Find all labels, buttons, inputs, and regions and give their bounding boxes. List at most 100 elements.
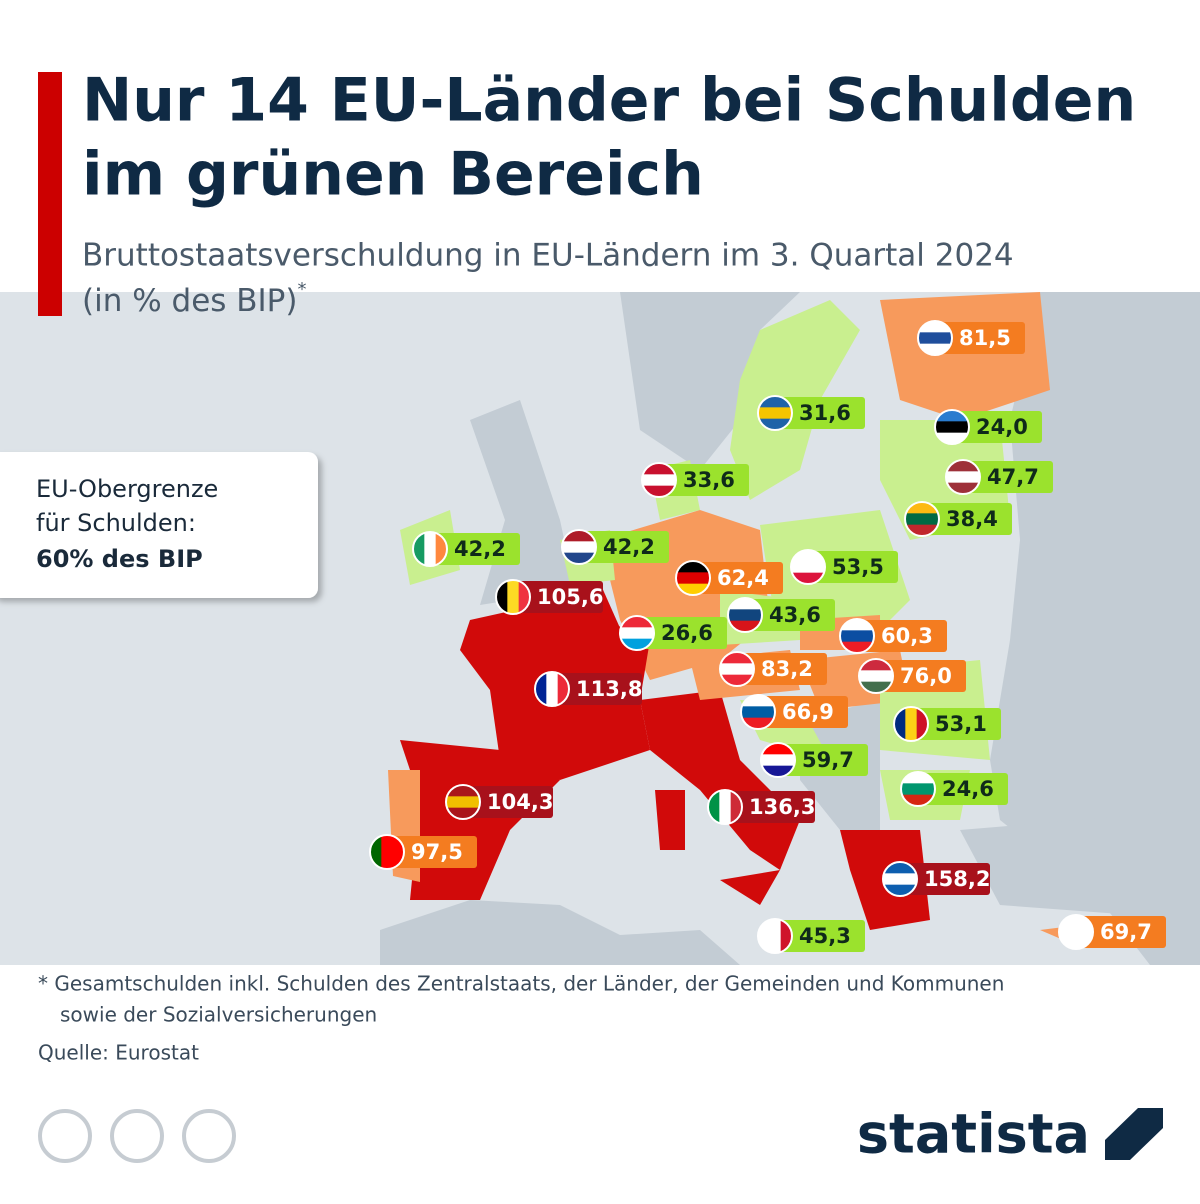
value-badge — [911, 708, 1001, 740]
flag — [370, 835, 404, 869]
flag — [496, 580, 530, 614]
value-badge — [778, 744, 868, 776]
value-label: 104,3 — [487, 790, 553, 814]
value-label: 53,1 — [935, 712, 987, 736]
value-label: 24,0 — [976, 415, 1028, 439]
value-label: 53,5 — [832, 555, 884, 579]
flag — [761, 743, 795, 777]
flag — [758, 396, 792, 430]
flag — [535, 672, 569, 706]
callout-text: für Schulden: — [36, 509, 196, 537]
value-label: 136,3 — [749, 795, 815, 819]
flag — [918, 321, 952, 355]
footnote: * Gesamtschulden inkl. Schulden des Zent… — [38, 972, 1004, 996]
flag — [676, 561, 710, 595]
value-label: 31,6 — [799, 401, 851, 425]
value-badge — [745, 599, 835, 631]
value-label: 69,7 — [1100, 920, 1152, 944]
value-label: 76,0 — [900, 664, 952, 688]
value-badge — [935, 322, 1025, 354]
value-label: 42,2 — [603, 535, 655, 559]
brand-logo — [1105, 1108, 1163, 1160]
value-badge — [1076, 916, 1166, 948]
value-label: 113,8 — [576, 677, 642, 701]
flag — [758, 919, 792, 953]
value-label: 83,2 — [761, 657, 813, 681]
accent-bar — [38, 72, 62, 316]
flag — [413, 532, 447, 566]
flag — [720, 652, 754, 686]
flag — [642, 463, 676, 497]
value-badge — [775, 397, 865, 429]
value-badge — [637, 617, 727, 649]
value-badge — [693, 562, 783, 594]
flag — [894, 707, 928, 741]
footnote: sowie der Sozialversicherungen — [60, 1003, 377, 1027]
brand: statista — [857, 1103, 1090, 1166]
value-badge — [758, 696, 848, 728]
flag — [905, 502, 939, 536]
value-label: 105,6 — [537, 585, 603, 609]
callout-text: 60% des BIP — [36, 545, 203, 573]
value-labels: 81,5 31,6 24,0 47,7 38,4 33,6 42,2 42,2 62,4 53,5… — [369, 320, 1166, 954]
flag — [935, 410, 969, 444]
value-label: 33,6 — [683, 468, 735, 492]
value-badge — [463, 786, 553, 818]
subtitle-line: (in % des BIP) — [82, 283, 297, 319]
value-label: 42,2 — [454, 537, 506, 561]
value-badge — [725, 791, 815, 823]
flag — [446, 785, 480, 819]
value-label: 38,4 — [946, 507, 998, 531]
flag — [728, 598, 762, 632]
flag — [791, 550, 825, 584]
value-badge — [808, 551, 898, 583]
value-badge — [430, 533, 520, 565]
flag — [859, 659, 893, 693]
value-badge — [876, 660, 966, 692]
value-badge — [922, 503, 1012, 535]
title: Nur 14 EU-Länder bei Schulden — [82, 66, 1136, 136]
value-badge — [552, 673, 642, 705]
value-badge — [775, 920, 865, 952]
value-label: 59,7 — [802, 748, 854, 772]
value-badge — [659, 464, 749, 496]
title: im grünen Bereich — [82, 140, 704, 210]
value-badge — [579, 531, 669, 563]
value-badge — [737, 653, 827, 685]
value-label: 66,9 — [782, 700, 834, 724]
subtitle: Bruttostaatsverschuldung in EU-Ländern i… — [82, 238, 1014, 274]
flag — [883, 862, 917, 896]
flag — [562, 530, 596, 564]
value-badge — [857, 620, 947, 652]
value-badge — [900, 863, 990, 895]
callout-box — [0, 452, 318, 598]
value-label: 45,3 — [799, 924, 851, 948]
source: Quelle: Eurostat — [38, 1041, 199, 1065]
flag — [946, 460, 980, 494]
flag — [708, 790, 742, 824]
footnote-mark: * — [297, 279, 306, 300]
flag — [840, 619, 874, 653]
value-label: 43,6 — [769, 603, 821, 627]
value-badge — [963, 461, 1053, 493]
value-label: 81,5 — [959, 326, 1011, 350]
flag — [741, 695, 775, 729]
subtitle: (in % des BIP)* — [82, 279, 306, 319]
flag — [1059, 915, 1093, 949]
flag — [620, 616, 654, 650]
value-label: 62,4 — [717, 566, 769, 590]
value-label: 26,6 — [661, 621, 713, 645]
value-label: 47,7 — [987, 465, 1039, 489]
value-label: 24,6 — [942, 777, 994, 801]
flag — [901, 772, 935, 806]
value-badge — [952, 411, 1042, 443]
callout-text: EU-Obergrenze — [36, 475, 218, 503]
value-label: 97,5 — [411, 840, 463, 864]
license-icons — [38, 1109, 236, 1163]
map — [0, 292, 1200, 965]
value-badge — [513, 581, 603, 613]
value-badge — [918, 773, 1008, 805]
value-label: 158,2 — [924, 867, 990, 891]
value-label: 60,3 — [881, 624, 933, 648]
